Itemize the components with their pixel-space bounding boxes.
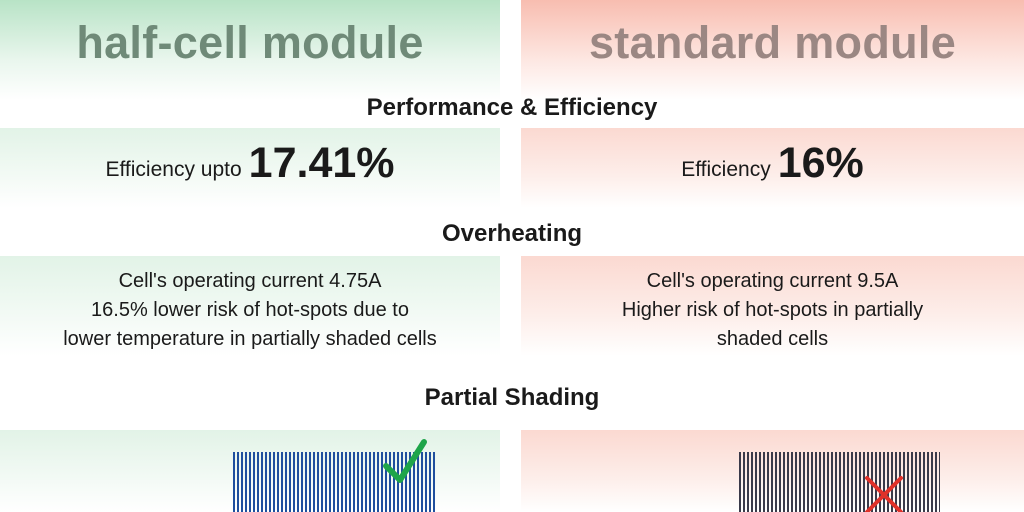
standard-efficiency: Efficiency 16% [521, 128, 1024, 208]
standard-shading [521, 430, 1024, 512]
standard-overheating: Cell's operating current 9.5A Higher ris… [521, 256, 1024, 356]
efficiency-label: Efficiency upto [105, 158, 242, 181]
efficiency-value: 17.41% [248, 139, 395, 187]
half-cell-efficiency: Efficiency upto 17.41% [0, 128, 500, 208]
efficiency-label: Efficiency [681, 158, 771, 181]
overheating-line: Higher risk of hot-spots in partially [621, 299, 924, 321]
standard-title: standard module [588, 17, 957, 68]
half-cell-shading [0, 430, 500, 512]
standard-title-band: standard module [521, 0, 1024, 100]
cross-icon [865, 476, 903, 512]
half-cell-overheating: Cell's operating current 4.75A 16.5% low… [0, 256, 500, 356]
overheating-line: lower temperature in partially shaded ce… [63, 328, 437, 350]
efficiency-value: 16% [777, 139, 864, 187]
performance-heading: Performance & Efficiency [366, 94, 658, 121]
overheating-line: Cell's operating current 9.5A [646, 270, 899, 292]
half-cell-title-band: half-cell module [0, 0, 500, 100]
overheating-line: 16.5% lower risk of hot-spots due to [91, 299, 409, 321]
overheating-line: shaded cells [716, 328, 829, 350]
overheating-heading: Overheating [441, 220, 583, 247]
shading-heading: Partial Shading [424, 384, 600, 411]
standard-panel-illustration [739, 452, 940, 512]
half-cell-title: half-cell module [76, 17, 424, 68]
check-icon [383, 439, 427, 483]
overheating-line: Cell's operating current 4.75A [118, 270, 382, 292]
